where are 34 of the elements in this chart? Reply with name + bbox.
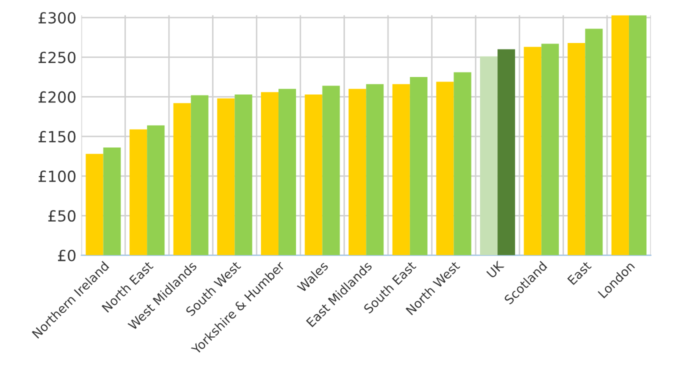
bar [260,92,278,256]
bar [568,42,586,256]
bar [628,15,646,256]
bar [130,129,148,256]
bar [480,56,498,256]
bar [322,86,340,256]
bar [524,46,542,256]
bar [103,148,121,256]
bar [217,98,235,256]
y-tick-label: £100 [38,170,76,182]
bar [173,103,191,256]
bar [392,84,410,256]
y-tick-label: £50 [48,210,76,222]
y-tick-label: £0 [58,250,76,262]
bar [498,49,516,256]
bar [234,94,252,256]
bar [454,72,472,256]
bar [278,88,296,256]
bar [348,88,366,256]
bar [147,125,165,256]
y-tick-label: £250 [38,52,76,64]
bar [541,44,559,256]
y-tick-label: £200 [38,91,76,103]
bar [86,154,104,256]
bar [436,82,454,256]
bar [611,15,629,256]
y-tick-label: £300 [38,12,76,24]
y-tick-label: £150 [38,130,76,142]
x-tick-label: UK [486,260,505,278]
bar [410,77,428,256]
bar [585,28,603,256]
bar [304,94,322,256]
bar [366,84,384,256]
bar [190,95,208,256]
